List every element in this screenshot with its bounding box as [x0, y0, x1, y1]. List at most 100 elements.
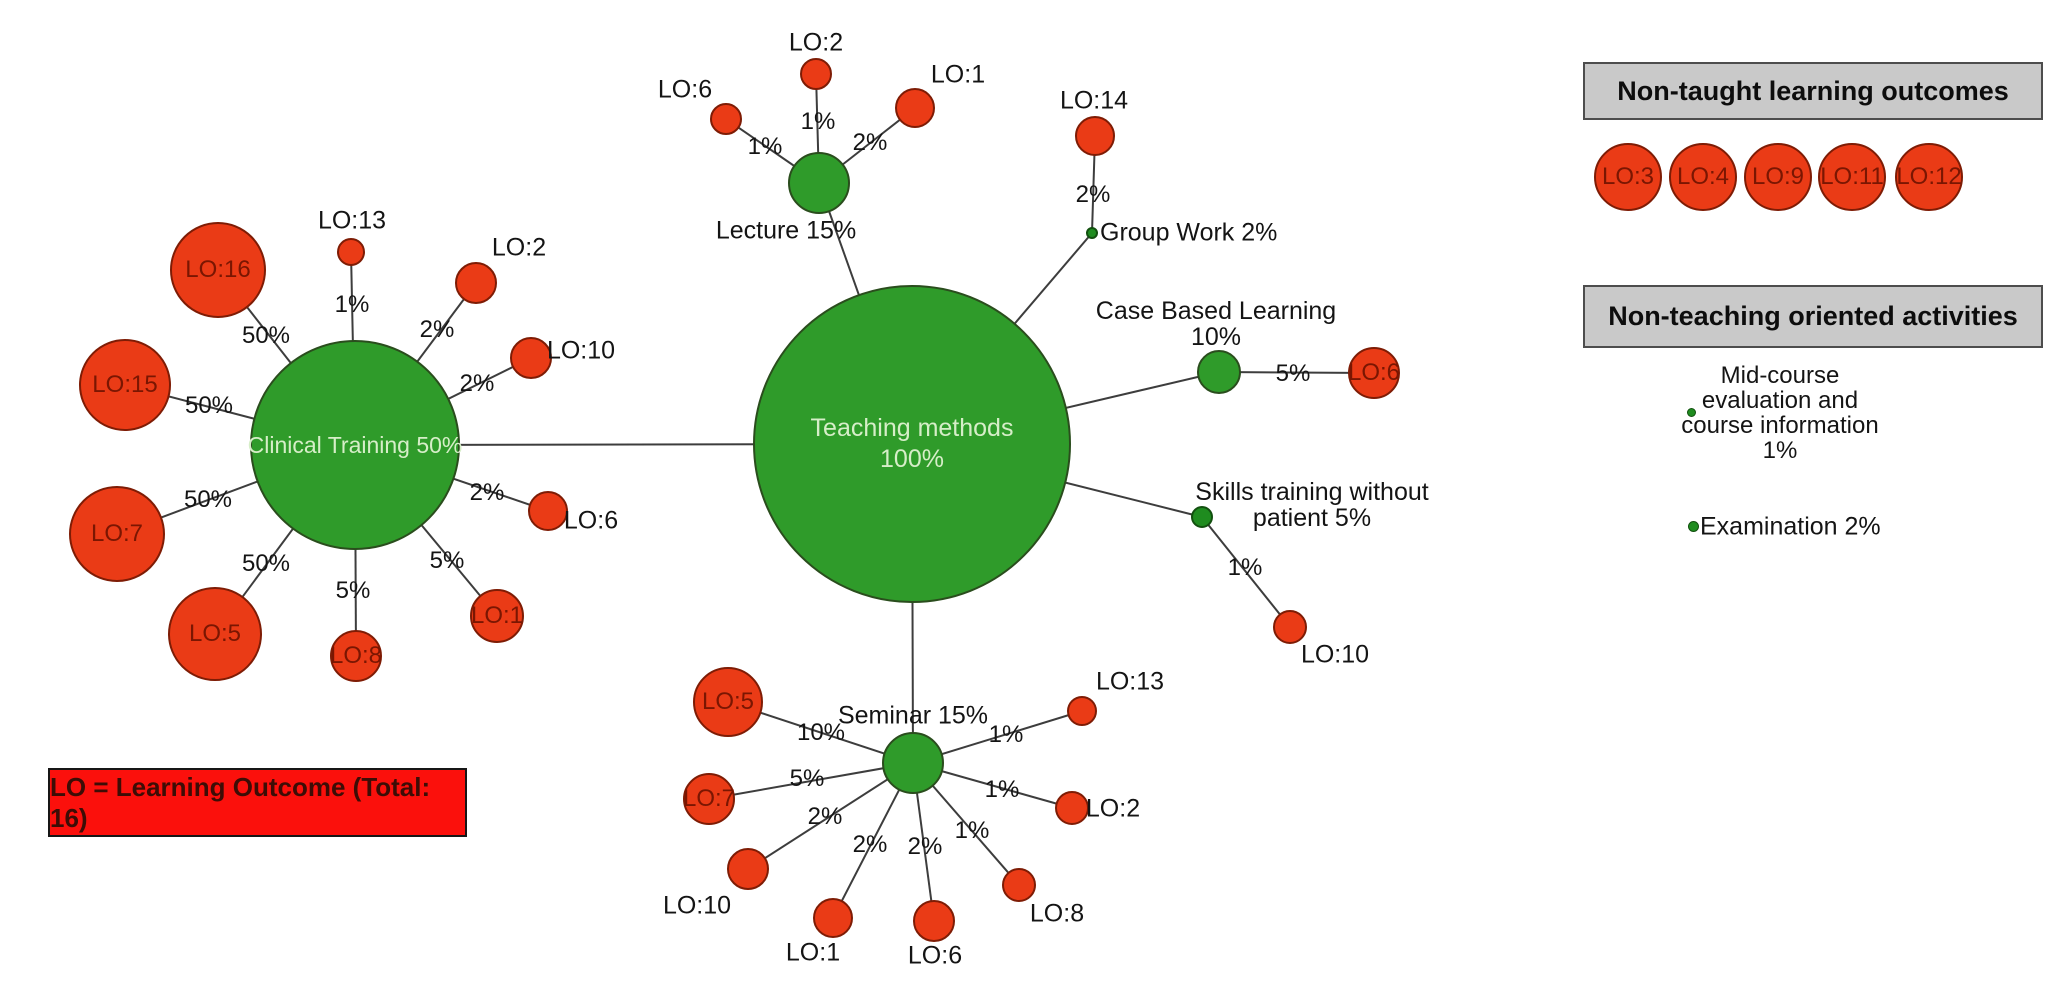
clinical-lo10-label: LO:10: [546, 336, 616, 365]
node-seminar: [882, 732, 944, 794]
legend-lo12: LO:12: [1895, 143, 1963, 211]
mid-course-label: Mid-course evaluation and course informa…: [1655, 363, 1905, 463]
legend-non-teaching-header: Non-teaching oriented activities: [1583, 285, 2043, 348]
node-case-based-learning: [1197, 350, 1241, 394]
skills-label-line1: Skills training without: [1195, 478, 1429, 506]
legend-lo9: LO:9: [1744, 143, 1812, 211]
examination-label: Examination 2%: [1700, 512, 1881, 541]
pct-lecture-lo2: 1%: [800, 108, 836, 135]
pct-lecture-lo1: 2%: [852, 129, 888, 156]
node-teaching-methods: Teaching methods 100%: [753, 285, 1071, 603]
pct-seminar-lo13: 1%: [988, 721, 1024, 748]
group-work-label: Group Work 2%: [1100, 218, 1278, 247]
node-seminar-lo8: [1002, 868, 1036, 902]
pct-clinical-lo5: 50%: [241, 550, 291, 577]
teaching-methods-label-line2: 100%: [880, 445, 944, 473]
pct-clinical-lo1: 5%: [429, 547, 465, 574]
groupwork-lo14-label: LO:14: [1059, 86, 1129, 115]
clinical-lo16-label: LO:16: [185, 256, 251, 283]
legend-lo3: LO:3: [1594, 143, 1662, 211]
skills-label-line2: patient 5%: [1252, 504, 1372, 532]
pct-clinical-lo8: 5%: [335, 577, 371, 604]
mid-course-line3: course information: [1681, 412, 1879, 439]
pct-clinical-lo13: 1%: [334, 291, 370, 318]
clinical-lo5-label: LO:5: [188, 620, 242, 647]
legend-non-taught-title: Non-taught learning outcomes: [1617, 75, 2009, 106]
clinical-training-label: Clinical Training 50%: [247, 431, 463, 458]
node-lecture: [788, 152, 850, 214]
lecture-lo1-label: LO:1: [930, 60, 986, 89]
case-based-label-line1: Case Based Learning: [1095, 297, 1337, 325]
node-lecture-lo2: [800, 58, 832, 90]
skills-lo10-label: LO:10: [1300, 640, 1370, 669]
seminar-lo7-label: LO:7: [682, 785, 736, 812]
clinical-lo6-label: LO:6: [563, 506, 619, 535]
node-lecture-lo1: [895, 88, 935, 128]
pct-skills-lo10: 1%: [1227, 554, 1263, 581]
edge-seminar-lo10: [747, 762, 914, 870]
pct-seminar-lo1: 2%: [852, 831, 888, 858]
node-seminar-lo10: [727, 848, 769, 890]
node-clinical-lo8: LO:8: [330, 630, 382, 682]
clinical-lo13-label: LO:13: [317, 206, 387, 235]
node-clinical-lo2: [455, 262, 497, 304]
legend-lo4: LO:4: [1669, 143, 1737, 211]
legend-lo12-label: LO:12: [1896, 163, 1962, 190]
edge-seminar-lo7: [708, 762, 914, 800]
clinical-lo15-label: LO:15: [92, 371, 158, 398]
node-clinical-training: Clinical Training 50%: [247, 340, 463, 550]
node-clinical-lo15: LO:15: [79, 339, 171, 431]
node-clinical-lo13: [337, 238, 365, 266]
legend-lo4-label: LO:4: [1676, 163, 1730, 190]
edge-skills-lo10: [1201, 516, 1291, 628]
node-seminar-lo13: [1067, 696, 1097, 726]
node-groupwork-lo14: [1075, 116, 1115, 156]
pct-seminar-lo10: 2%: [807, 803, 843, 830]
node-clinical-lo6: [528, 491, 568, 531]
legend-lo11-label: LO:11: [1820, 163, 1884, 190]
lecture-lo2-label: LO:2: [788, 28, 844, 57]
legend-lo11: LO:11: [1818, 143, 1886, 211]
legend-non-taught-header: Non-taught learning outcomes: [1583, 62, 2043, 120]
mid-course-line2: evaluation and: [1701, 387, 1859, 414]
node-casebased-lo6: LO:6: [1348, 347, 1400, 399]
node-seminar-lo6: [913, 900, 955, 942]
legend-lo9-label: LO:9: [1751, 163, 1805, 190]
pct-clinical-lo6: 2%: [469, 479, 505, 506]
pct-clinical-lo16: 50%: [241, 322, 291, 349]
case-based-learning-label: Case Based Learning 10%: [1096, 298, 1336, 350]
clinical-lo7-label: LO:7: [90, 520, 144, 547]
node-clinical-lo7: LO:7: [69, 486, 165, 582]
pct-groupwork-lo14: 2%: [1075, 181, 1111, 208]
node-seminar-lo1: [813, 898, 853, 938]
pct-seminar-lo5: 10%: [796, 719, 846, 746]
mid-course-dot: [1687, 408, 1696, 417]
clinical-lo2-label: LO:2: [491, 233, 547, 262]
pct-clinical-lo2: 2%: [419, 316, 455, 343]
node-skills-lo10: [1273, 610, 1307, 644]
seminar-lo6-label: LO:6: [907, 941, 963, 970]
skills-training-label: Skills training without patient 5%: [1195, 479, 1428, 531]
node-group-work: [1086, 227, 1098, 239]
pct-seminar-lo2: 1%: [984, 776, 1020, 803]
node-clinical-lo10: [510, 337, 552, 379]
casebased-lo6-label: LO:6: [1347, 359, 1401, 386]
legend-lo3-label: LO:3: [1601, 163, 1655, 190]
examination-dot: [1688, 521, 1699, 532]
node-lecture-lo6: [710, 103, 742, 135]
pct-seminar-lo6: 2%: [907, 833, 943, 860]
node-skills-training: [1191, 506, 1213, 528]
node-seminar-lo7: LO:7: [683, 773, 735, 825]
seminar-lo2-label: LO:2: [1085, 794, 1141, 823]
seminar-lo10-label: LO:10: [662, 891, 732, 920]
pct-clinical-lo10: 2%: [459, 370, 495, 397]
clinical-lo1-label: LO:1: [470, 602, 524, 629]
node-seminar-lo5: LO:5: [693, 667, 763, 737]
pct-lecture-lo6: 1%: [747, 133, 783, 160]
legend-non-teaching-title: Non-teaching oriented activities: [1608, 301, 2018, 331]
pct-clinical-lo7: 50%: [183, 486, 233, 513]
node-clinical-lo1: LO:1: [470, 589, 524, 643]
mid-course-line4: 1%: [1762, 437, 1798, 464]
seminar-lo13-label: LO:13: [1095, 667, 1165, 696]
